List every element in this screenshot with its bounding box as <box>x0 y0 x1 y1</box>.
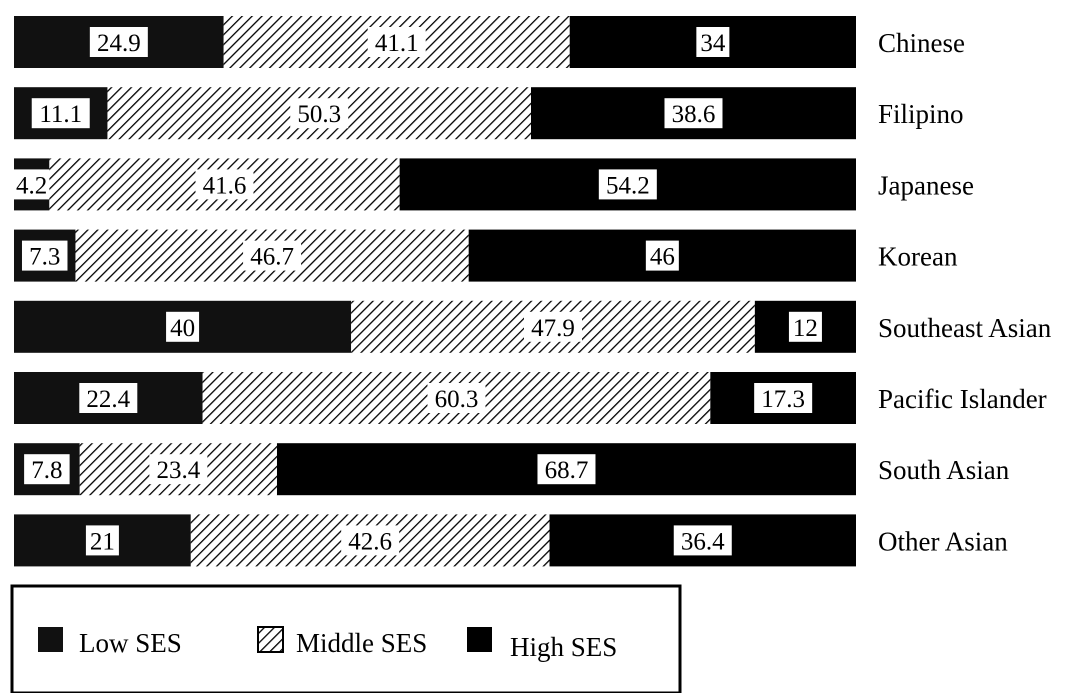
category-label-japanese: Japanese <box>878 170 974 200</box>
data-label-other-asian-high-ses: 36.4 <box>681 528 725 555</box>
data-label-box-southeast-asian-low-ses <box>166 311 200 342</box>
category-label-other-asian: Other Asian <box>878 526 1008 556</box>
data-label-box-south-asian-high-ses <box>537 454 596 485</box>
data-label-box-korean-middle-ses <box>243 240 302 271</box>
data-label-box-japanese-middle-ses <box>195 169 254 200</box>
data-label-other-asian-low-ses: 21 <box>90 528 115 555</box>
data-label-box-chinese-high-ses <box>696 27 730 57</box>
data-label-box-korean-low-ses <box>21 240 68 271</box>
data-label-box-japanese-high-ses <box>598 169 657 200</box>
legend: Low SES Middle SES High SES <box>10 584 682 693</box>
data-label-filipino-high-ses: 38.6 <box>672 101 716 128</box>
category-label-south-asian: South Asian <box>878 455 1010 485</box>
data-label-pacific-islander-high-ses: 17.3 <box>761 386 805 413</box>
data-label-southeast-asian-low-ses: 40 <box>170 315 195 342</box>
data-label-box-filipino-high-ses <box>664 98 723 129</box>
data-label-box-southeast-asian-middle-ses <box>524 311 582 342</box>
category-label-filipino: Filipino <box>878 99 964 129</box>
data-label-pacific-islander-middle-ses: 60.3 <box>435 386 479 413</box>
data-label-south-asian-middle-ses: 23.4 <box>156 457 200 484</box>
legend-label-middle-ses: Middle SES <box>296 628 427 658</box>
data-label-box-other-asian-high-ses <box>673 525 732 556</box>
data-label-chinese-middle-ses: 41.1 <box>375 30 419 57</box>
legend-label-low-ses: Low SES <box>79 628 182 658</box>
category-label-pacific-islander: Pacific Islander <box>878 384 1047 414</box>
category-labels-group: Chinese Filipino Japanese Korean Southeast A… <box>878 28 1052 556</box>
data-label-pacific-islander-low-ses: 22.4 <box>86 386 130 413</box>
data-label-box-pacific-islander-high-ses <box>754 383 813 413</box>
data-label-southeast-asian-high-ses: 12 <box>793 315 818 342</box>
data-label-filipino-low-ses: 11.1 <box>39 101 82 128</box>
category-label-southeast-asian: Southeast Asian <box>878 313 1052 343</box>
data-label-chinese-high-ses: 34 <box>700 30 726 57</box>
data-label-box-southeast-asian-high-ses <box>788 311 822 342</box>
data-label-box-filipino-low-ses <box>31 98 90 129</box>
data-label-box-chinese-middle-ses <box>367 27 426 57</box>
data-label-korean-high-ses: 46 <box>650 244 675 271</box>
data-label-japanese-high-ses: 54.2 <box>606 172 650 199</box>
data-label-filipino-middle-ses: 50.3 <box>297 101 341 128</box>
data-label-japanese-low-ses: 4.2 <box>16 172 47 199</box>
legend-frame <box>10 584 682 693</box>
data-label-korean-low-ses: 7.3 <box>29 244 60 271</box>
category-label-chinese: Chinese <box>878 28 965 58</box>
data-label-box-pacific-islander-low-ses <box>79 383 138 413</box>
data-label-box-chinese-low-ses <box>89 27 148 57</box>
data-label-southeast-asian-middle-ses: 47.9 <box>531 315 575 342</box>
data-label-box-pacific-islander-middle-ses <box>427 383 486 413</box>
data-label-box-korean-high-ses <box>645 240 679 271</box>
legend-label-high-ses: High SES <box>510 632 617 662</box>
data-label-box-filipino-middle-ses <box>290 98 349 129</box>
data-label-other-asian-middle-ses: 42.6 <box>348 528 392 555</box>
category-label-korean: Korean <box>878 242 958 272</box>
data-label-box-south-asian-middle-ses <box>149 454 208 485</box>
legend-swatch-middle-ses <box>257 626 284 653</box>
legend-swatch-low-ses <box>38 627 63 652</box>
data-label-box-south-asian-low-ses <box>24 454 70 485</box>
bars-group: 24.9 41.1 34 11.1 50.3 38.6 4.2 41.6 54.2 7.3 46.7… <box>8 16 857 567</box>
legend-swatch-high-ses <box>467 627 492 652</box>
data-label-south-asian-high-ses: 68.7 <box>545 457 589 484</box>
data-label-box-other-asian-middle-ses <box>341 525 400 556</box>
data-label-box-other-asian-low-ses <box>85 525 119 556</box>
data-label-box-japanese-low-ses <box>8 169 55 200</box>
data-label-japanese-middle-ses: 41.6 <box>203 172 247 199</box>
data-label-south-asian-low-ses: 7.8 <box>31 457 62 484</box>
data-label-chinese-low-ses: 24.9 <box>97 30 141 57</box>
data-label-korean-middle-ses: 46.7 <box>250 244 294 271</box>
